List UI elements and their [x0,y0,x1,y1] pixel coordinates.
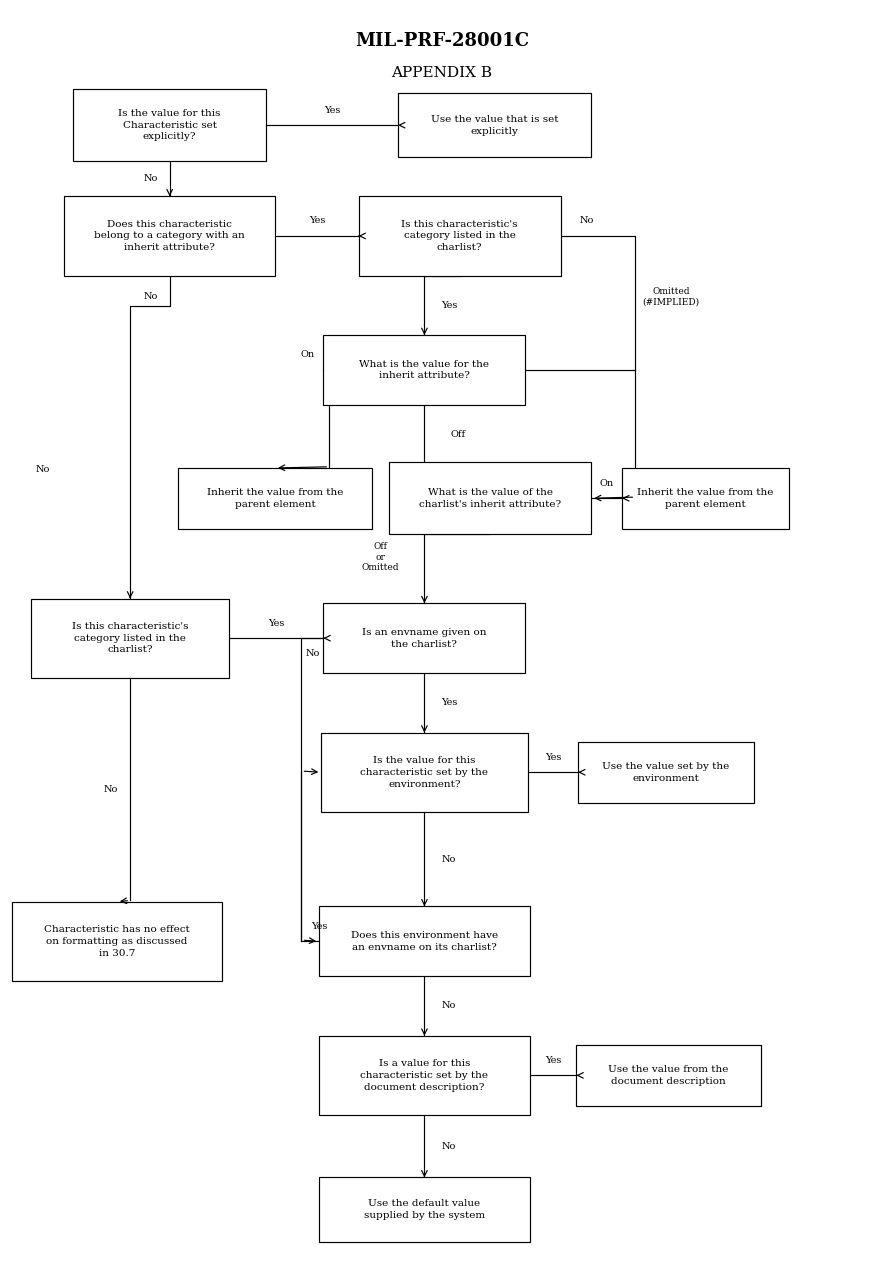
FancyBboxPatch shape [576,1045,761,1105]
FancyBboxPatch shape [319,1036,530,1115]
FancyBboxPatch shape [622,468,789,528]
FancyBboxPatch shape [319,907,530,976]
FancyBboxPatch shape [179,468,372,528]
Text: Inherit the value from the
parent element: Inherit the value from the parent elemen… [637,488,774,509]
Text: Use the value from the
document description: Use the value from the document descript… [608,1065,728,1086]
Text: No: No [442,1141,456,1150]
Text: No: No [442,855,456,863]
FancyBboxPatch shape [65,196,275,276]
Text: Yes: Yes [441,698,457,707]
Text: APPENDIX B: APPENDIX B [392,66,492,80]
Text: Is this characteristic's
category listed in the
charlist?: Is this characteristic's category listed… [401,220,518,252]
Text: Yes: Yes [309,216,325,225]
Text: Off
or
Omitted: Off or Omitted [362,542,400,572]
Text: What is the value for the
inherit attribute?: What is the value for the inherit attrib… [360,359,490,380]
Text: Is an envname given on
the charlist?: Is an envname given on the charlist? [362,627,487,649]
FancyBboxPatch shape [73,89,266,161]
Text: Is this characteristic's
category listed in the
charlist?: Is this characteristic's category listed… [72,622,188,654]
Text: No: No [305,649,320,658]
Text: Inherit the value from the
parent element: Inherit the value from the parent elemen… [207,488,343,509]
Text: Does this environment have
an envname on its charlist?: Does this environment have an envname on… [351,931,498,952]
Text: Does this characteristic
belong to a category with an
inherit attribute?: Does this characteristic belong to a cat… [95,220,245,252]
Text: No: No [35,465,50,474]
Text: On: On [301,350,315,359]
Text: Yes: Yes [311,922,327,931]
FancyBboxPatch shape [31,599,229,677]
Text: No: No [103,786,118,795]
FancyBboxPatch shape [398,93,591,157]
Text: Use the value set by the
environment: Use the value set by the environment [602,761,729,783]
Text: No: No [143,174,157,183]
Text: Yes: Yes [324,106,340,115]
Text: Is a value for this
characteristic set by the
document description?: Is a value for this characteristic set b… [361,1059,489,1092]
FancyBboxPatch shape [321,733,528,811]
Text: No: No [580,216,594,225]
Text: What is the value of the
charlist's inherit attribute?: What is the value of the charlist's inhe… [419,488,561,509]
Text: Is the value for this
Characteristic set
explicitly?: Is the value for this Characteristic set… [118,109,221,142]
FancyBboxPatch shape [389,462,591,535]
Text: Yes: Yes [545,1056,561,1065]
Text: Use the value that is set
explicitly: Use the value that is set explicitly [431,115,559,135]
Text: MIL-PRF-28001C: MIL-PRF-28001C [355,32,529,50]
Text: Off: Off [450,430,465,439]
Text: Use the default value
supplied by the system: Use the default value supplied by the sy… [364,1199,485,1220]
Text: Yes: Yes [545,752,561,761]
FancyBboxPatch shape [319,1177,530,1242]
Text: Yes: Yes [441,301,457,310]
FancyBboxPatch shape [324,603,525,674]
Text: No: No [143,292,157,301]
Text: Is the value for this
characteristic set by the
environment?: Is the value for this characteristic set… [361,756,489,788]
Text: Characteristic has no effect
on formatting as discussed
in 30.7: Characteristic has no effect on formatti… [44,925,190,957]
Text: On: On [599,479,613,488]
FancyBboxPatch shape [11,902,223,981]
Text: Yes: Yes [268,618,285,627]
Text: No: No [442,1002,456,1011]
FancyBboxPatch shape [359,196,560,276]
FancyBboxPatch shape [578,742,754,802]
FancyBboxPatch shape [324,335,525,404]
Text: Omitted
(#IMPLIED): Omitted (#IMPLIED) [643,287,699,307]
